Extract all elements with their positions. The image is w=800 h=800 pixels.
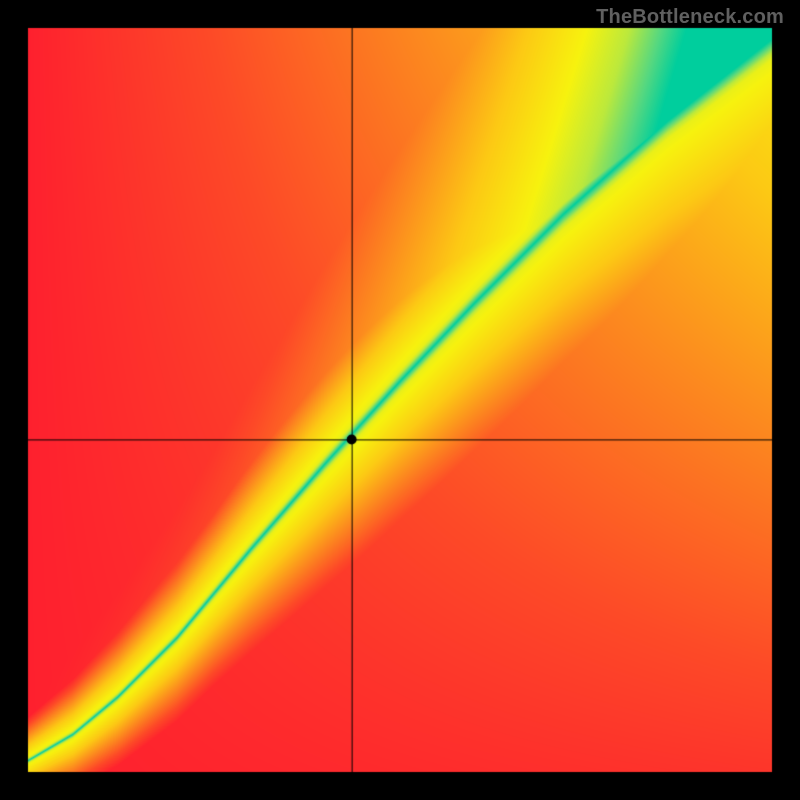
watermark-label: TheBottleneck.com [596, 6, 784, 29]
bottleneck-heatmap [0, 0, 800, 800]
